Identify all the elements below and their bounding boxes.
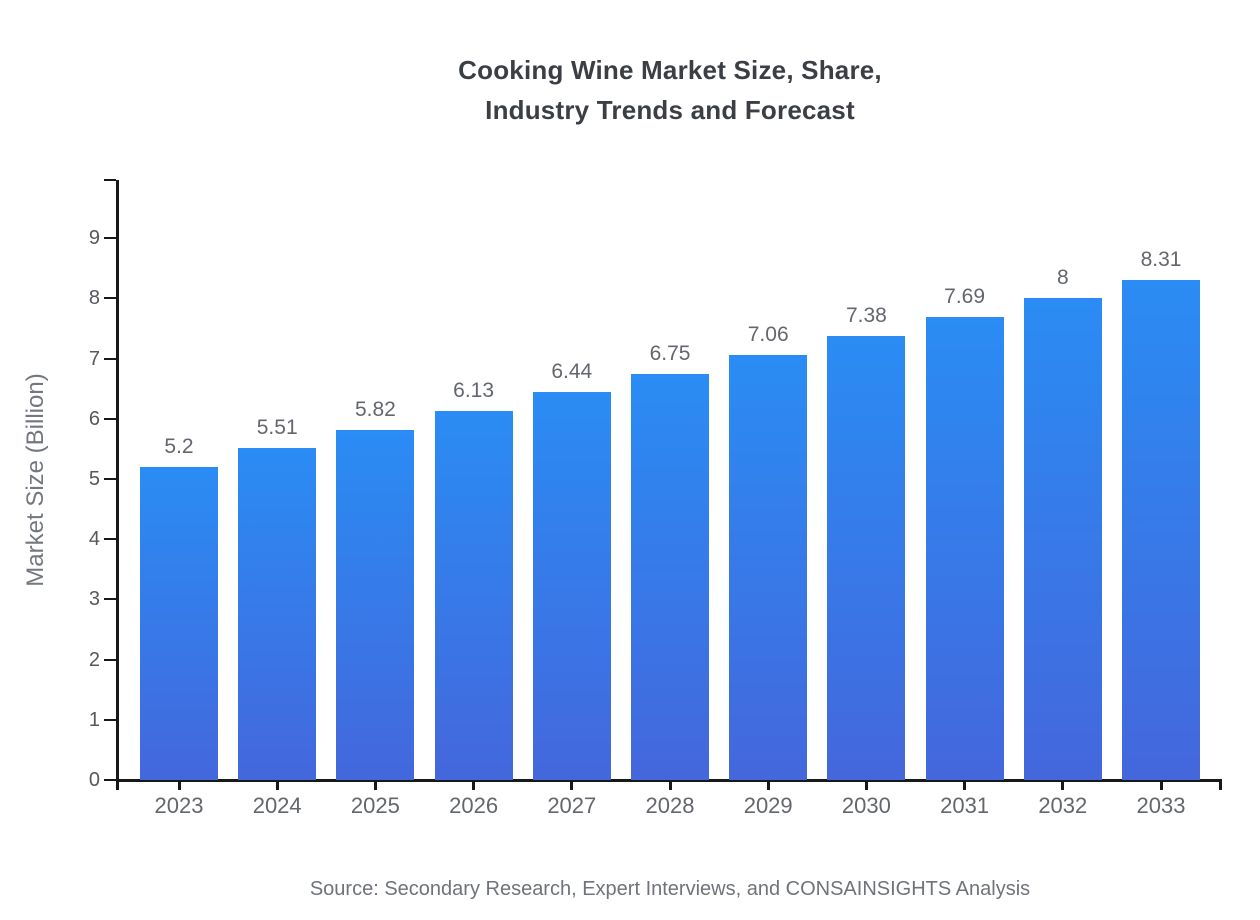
y-tick-mark [104,779,116,781]
bar-2027 [532,392,611,780]
y-tick-label: 8 [88,287,100,310]
x-tick-label-2032: 2032 [1038,793,1088,818]
chart-title-line2: Industry Trends and Forecast [485,95,855,125]
y-tick-mark [104,598,116,601]
bar-value-label: 5.2 [164,434,194,458]
bar-group-2033: 8.31 [1122,248,1200,780]
x-tick-mark [766,782,770,790]
x-tick-mark [177,782,181,790]
x-tick-mark [864,782,868,790]
bar-2031 [925,317,1004,780]
y-tick-label: 5 [88,468,100,490]
x-axis-line [116,779,1222,782]
bar-2023 [140,466,218,780]
bar-group-2030: 7.38 [827,304,906,780]
bar-group-2025: 5.82 [336,398,415,780]
bar-value-label: 5.82 [354,397,396,421]
x-tick-mark [275,782,279,790]
x-tick-label-2030: 2030 [841,793,891,818]
y-tick-label: 3 [88,588,100,611]
y-tick-mark [104,718,116,721]
bar-value-label: 7.38 [845,303,887,327]
x-axis-end-cap [1219,782,1222,790]
x-tick-mark [1159,782,1163,790]
y-tick-mark [104,357,116,360]
x-tick-mark [373,782,377,790]
bar-group-2023: 5.2 [140,435,218,780]
bar-value-label: 8 [1056,266,1069,290]
source-note: Source: Secondary Research, Expert Inter… [309,878,1031,900]
y-tick-label: 2 [88,648,100,671]
x-tick-label-2029: 2029 [743,793,793,818]
bar-2029 [729,355,808,780]
bar-group-2027: 6.44 [532,360,611,780]
y-tick-label: 0 [88,769,100,791]
y-tick-mark [104,237,116,240]
x-tick-mark [472,782,476,790]
y-tick-label: 7 [88,347,100,370]
x-axis-left-cap [116,782,119,790]
y-axis-line [116,180,119,788]
chart-title: Cooking Wine Market Size, Share, Industry… [118,50,1222,130]
x-tick-label-2024: 2024 [252,793,302,818]
y-tick-mark [104,538,116,541]
bar-value-label: 5.51 [256,416,298,440]
bar-value-label: 6.13 [453,378,495,402]
y-tick-label: 4 [88,528,100,551]
bar-value-label: 6.44 [551,360,593,384]
bar-group-2029: 7.06 [729,323,808,780]
x-tick-mark [1061,782,1065,790]
bar-2025 [336,429,415,780]
x-tick-label-2026: 2026 [449,793,499,818]
y-tick-mark [104,478,116,480]
y-tick-mark [104,658,116,661]
x-tick-label-2031: 2031 [940,793,990,818]
bar-2028 [631,373,709,780]
bar-2033 [1122,279,1200,780]
y-tick-label: 6 [88,407,100,430]
x-tick-label-2023: 2023 [154,793,204,818]
bar-2026 [434,410,513,780]
y-tick-mark [104,297,116,300]
y-tick-mark [104,417,116,420]
bar-group-2031: 7.69 [925,285,1004,780]
x-tick-mark [570,782,574,790]
y-tick-label: 1 [88,708,100,731]
x-tick-mark [668,782,672,790]
y-axis-end-cap [104,179,116,181]
y-tick-label: 9 [88,227,100,250]
bar-value-label: 7.06 [747,323,789,346]
x-tick-label-2028: 2028 [645,793,695,818]
bar-value-label: 7.69 [944,285,986,309]
x-tick-label-2025: 2025 [350,793,400,818]
x-tick-mark [963,782,967,790]
bar-2032 [1023,298,1102,780]
x-tick-label-2027: 2027 [547,793,597,818]
bar-2024 [238,448,317,780]
bar-value-label: 6.75 [649,341,691,365]
chart-title-line1: Cooking Wine Market Size, Share, [458,55,882,85]
bar-group-2032: 8 [1023,266,1102,780]
bar-group-2028: 6.75 [631,342,709,780]
bar-value-label: 8.31 [1140,247,1182,271]
bar-group-2026: 6.13 [434,379,513,780]
bar-2030 [827,335,906,780]
bar-group-2024: 5.51 [238,416,317,780]
x-tick-label-2033: 2033 [1136,793,1186,818]
